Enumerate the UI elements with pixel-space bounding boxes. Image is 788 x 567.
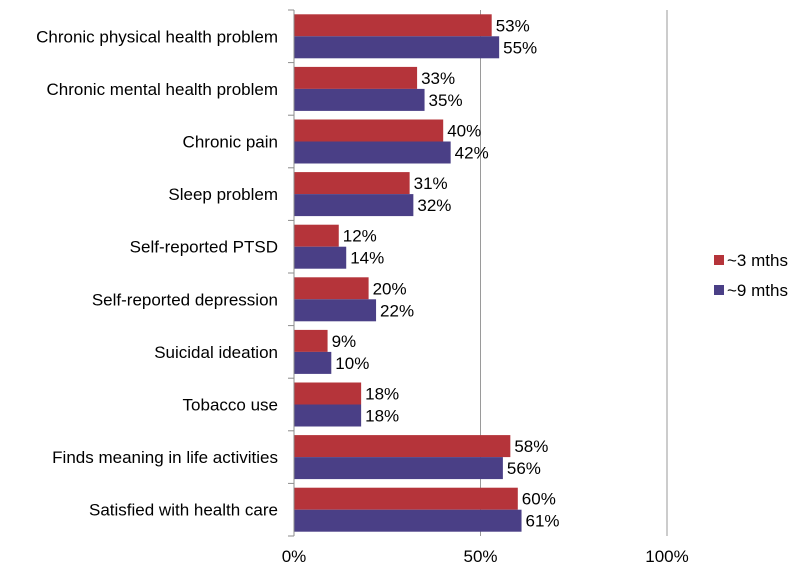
data-label: 22% — [380, 301, 414, 320]
category-label: Finds meaning in life activities — [52, 448, 278, 467]
data-label: 42% — [455, 144, 489, 163]
legend-label: ~9 mths — [727, 281, 788, 300]
data-label: 14% — [350, 249, 384, 268]
data-label: 53% — [496, 16, 530, 35]
bar-series-1 — [294, 277, 369, 300]
bar-series-2 — [294, 141, 451, 164]
labels: 53% 55% Chronic physical health problem 33%… — [36, 16, 559, 530]
data-label: 55% — [503, 38, 537, 57]
data-label: 58% — [514, 437, 548, 456]
x-tick-label: 100% — [645, 547, 688, 566]
data-label: 9% — [332, 332, 357, 351]
category-label: Chronic pain — [183, 133, 278, 152]
data-label: 33% — [421, 69, 455, 88]
bar-series-1 — [294, 66, 418, 89]
bar-series-2 — [294, 194, 414, 217]
legend-label: ~3 mths — [727, 251, 788, 270]
bar-series-1 — [294, 435, 511, 458]
data-label: 35% — [429, 91, 463, 110]
data-label: 18% — [365, 407, 399, 426]
bar-series-2 — [294, 246, 347, 269]
legend-swatch — [714, 255, 724, 265]
bar-series-1 — [294, 329, 328, 352]
data-label: 20% — [373, 279, 407, 298]
legend-swatch — [714, 285, 724, 295]
data-label: 40% — [447, 122, 481, 141]
data-label: 56% — [507, 459, 541, 478]
category-label: Sleep problem — [168, 185, 278, 204]
category-label: Tobacco use — [183, 396, 278, 415]
data-label: 31% — [414, 174, 448, 193]
category-label: Chronic mental health problem — [46, 80, 278, 99]
axes: 0% 50% 100% — [282, 9, 689, 566]
bar-series-2 — [294, 299, 377, 322]
bar-series-1 — [294, 487, 518, 510]
bar-series-2 — [294, 36, 500, 59]
category-label: Satisfied with health care — [89, 501, 278, 520]
bar-series-1 — [294, 224, 339, 247]
data-label: 10% — [335, 354, 369, 373]
category-label: Self-reported PTSD — [130, 238, 278, 257]
data-label: 18% — [365, 385, 399, 404]
bar-series-2 — [294, 351, 332, 374]
bars — [294, 14, 522, 532]
x-tick-label: 0% — [282, 547, 307, 566]
bar-series-2 — [294, 457, 503, 480]
bar-series-1 — [294, 119, 444, 142]
category-label: Self-reported depression — [92, 290, 278, 309]
bar-series-2 — [294, 88, 425, 111]
x-tick-label: 50% — [463, 547, 497, 566]
bar-series-2 — [294, 404, 362, 427]
data-label: 12% — [343, 227, 377, 246]
data-label: 60% — [522, 490, 556, 509]
data-label: 32% — [417, 196, 451, 215]
bar-series-1 — [294, 382, 362, 405]
bar-series-2 — [294, 509, 522, 532]
category-label: Suicidal ideation — [154, 343, 278, 362]
bar-series-1 — [294, 14, 492, 37]
bar-series-1 — [294, 172, 410, 195]
data-label: 61% — [526, 512, 560, 531]
legend: ~3 mths ~9 mths — [714, 251, 788, 300]
category-label: Chronic physical health problem — [36, 27, 278, 46]
